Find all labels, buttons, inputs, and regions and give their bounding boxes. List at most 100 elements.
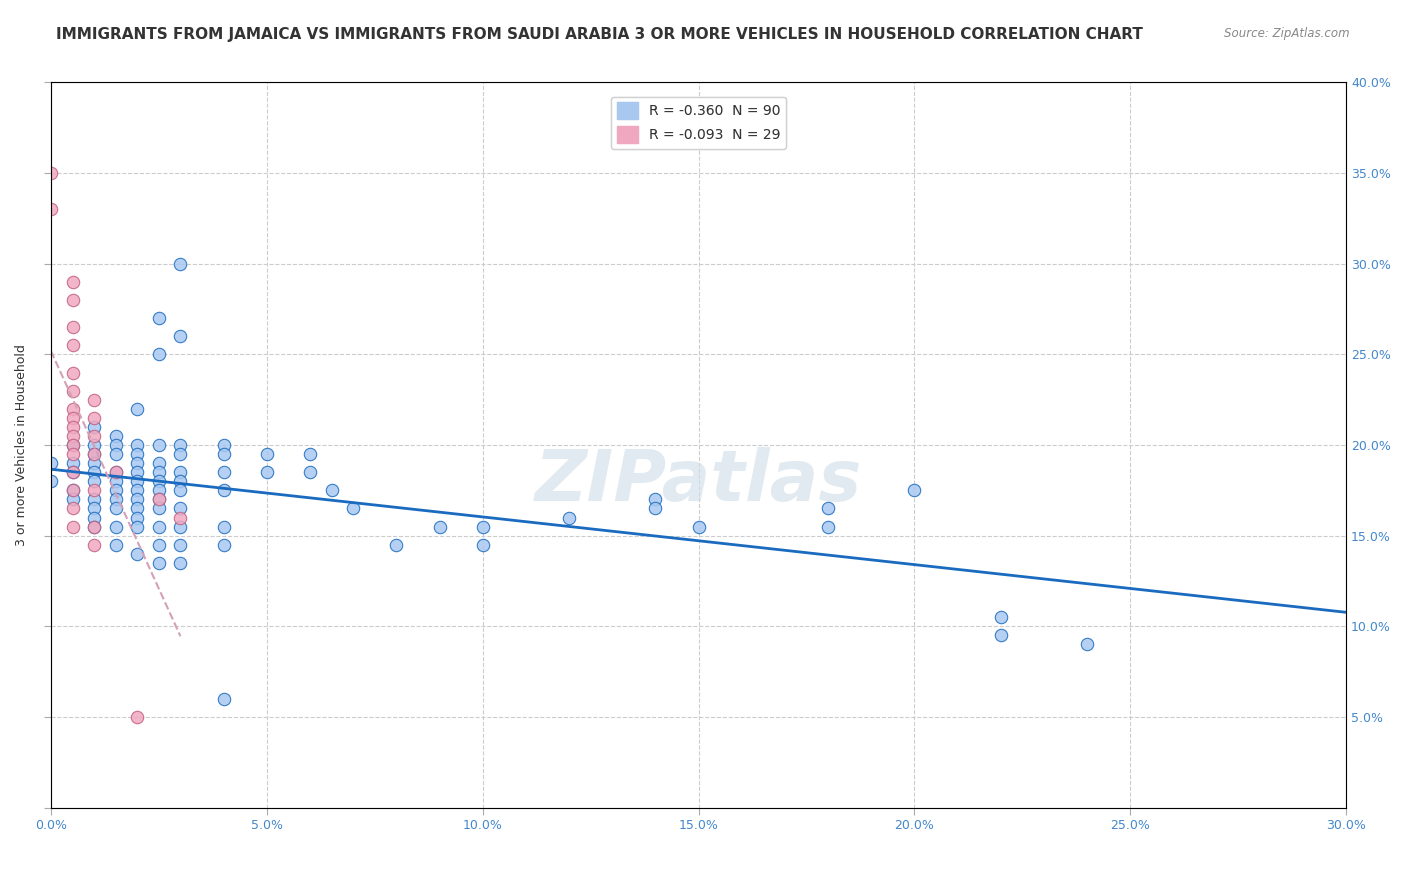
Point [169, 257, 191, 271]
Point [62, 420, 84, 434]
Point [169, 447, 191, 461]
Point [39, 166, 62, 180]
Point [990, 628, 1012, 642]
Point [104, 465, 127, 479]
Point [148, 492, 170, 507]
Point [127, 501, 149, 516]
Point [212, 438, 235, 452]
Point [127, 510, 149, 524]
Point [256, 465, 278, 479]
Point [127, 519, 149, 533]
Point [127, 547, 149, 561]
Point [169, 483, 191, 498]
Point [148, 492, 170, 507]
Point [62, 456, 84, 470]
Point [169, 538, 191, 552]
Point [104, 465, 127, 479]
Point [148, 456, 170, 470]
Point [148, 556, 170, 570]
Point [212, 519, 235, 533]
Point [127, 447, 149, 461]
Point [169, 556, 191, 570]
Point [83, 475, 105, 489]
Point [429, 519, 451, 533]
Point [471, 538, 494, 552]
Point [83, 420, 105, 434]
Point [104, 438, 127, 452]
Point [298, 447, 321, 461]
Point [104, 447, 127, 461]
Point [127, 456, 149, 470]
Point [62, 293, 84, 307]
Point [212, 538, 235, 552]
Point [148, 311, 170, 326]
Point [169, 329, 191, 343]
Point [817, 519, 839, 533]
Point [127, 401, 149, 416]
Point [62, 320, 84, 334]
Point [104, 483, 127, 498]
Point [148, 501, 170, 516]
Point [62, 429, 84, 443]
Point [644, 501, 666, 516]
Point [83, 501, 105, 516]
Point [62, 492, 84, 507]
Point [62, 338, 84, 352]
Point [990, 610, 1012, 624]
Point [148, 438, 170, 452]
Point [127, 710, 149, 724]
Point [903, 483, 925, 498]
Point [62, 519, 84, 533]
Point [321, 483, 343, 498]
Y-axis label: 3 or more Vehicles in Household: 3 or more Vehicles in Household [15, 344, 28, 546]
Point [212, 465, 235, 479]
Point [169, 475, 191, 489]
Point [104, 492, 127, 507]
Point [62, 483, 84, 498]
Point [342, 501, 364, 516]
Point [39, 202, 62, 217]
Point [83, 447, 105, 461]
Point [688, 519, 710, 533]
Text: IMMIGRANTS FROM JAMAICA VS IMMIGRANTS FROM SAUDI ARABIA 3 OR MORE VEHICLES IN HO: IMMIGRANTS FROM JAMAICA VS IMMIGRANTS FR… [56, 27, 1143, 42]
Point [104, 538, 127, 552]
Point [83, 438, 105, 452]
Point [127, 475, 149, 489]
Point [83, 429, 105, 443]
Point [127, 492, 149, 507]
Point [83, 538, 105, 552]
Point [62, 366, 84, 380]
Point [83, 483, 105, 498]
Point [83, 447, 105, 461]
Point [39, 456, 62, 470]
Point [62, 438, 84, 452]
Point [169, 510, 191, 524]
Point [1076, 637, 1098, 651]
Point [817, 501, 839, 516]
Text: Source: ZipAtlas.com: Source: ZipAtlas.com [1225, 27, 1350, 40]
Point [83, 519, 105, 533]
Point [169, 501, 191, 516]
Point [83, 465, 105, 479]
Point [212, 691, 235, 706]
Point [127, 483, 149, 498]
Point [148, 347, 170, 361]
Point [644, 492, 666, 507]
Point [148, 519, 170, 533]
Point [83, 456, 105, 470]
Point [62, 384, 84, 398]
Point [62, 501, 84, 516]
Point [62, 275, 84, 289]
Point [83, 392, 105, 407]
Point [148, 483, 170, 498]
Point [169, 519, 191, 533]
Point [62, 483, 84, 498]
Point [558, 510, 581, 524]
Point [83, 410, 105, 425]
Point [298, 465, 321, 479]
Point [83, 492, 105, 507]
Point [62, 447, 84, 461]
Point [256, 447, 278, 461]
Point [62, 438, 84, 452]
Point [104, 475, 127, 489]
